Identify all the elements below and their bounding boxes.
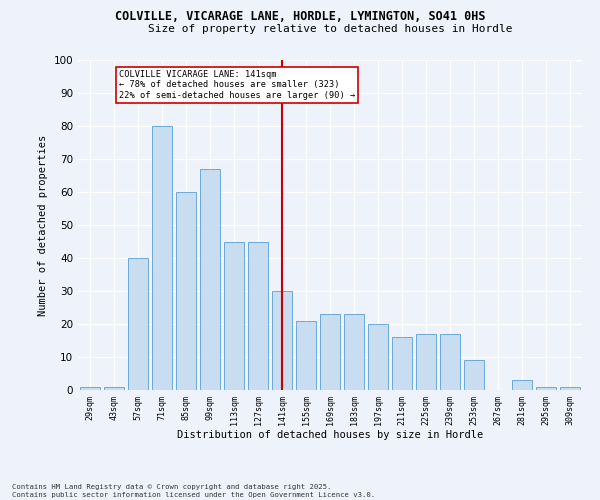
Text: COLVILLE VICARAGE LANE: 141sqm
← 78% of detached houses are smaller (323)
22% of: COLVILLE VICARAGE LANE: 141sqm ← 78% of …	[119, 70, 355, 100]
Bar	[176, 192, 196, 390]
Bar	[128, 258, 148, 390]
Bar	[200, 169, 220, 390]
Bar	[152, 126, 172, 390]
Bar	[344, 314, 364, 390]
Bar	[224, 242, 244, 390]
Y-axis label: Number of detached properties: Number of detached properties	[38, 134, 48, 316]
X-axis label: Distribution of detached houses by size in Hordle: Distribution of detached houses by size …	[177, 430, 483, 440]
Bar	[104, 386, 124, 390]
Bar	[392, 337, 412, 390]
Bar	[272, 291, 292, 390]
Bar	[440, 334, 460, 390]
Bar	[416, 334, 436, 390]
Bar	[536, 386, 556, 390]
Text: Contains HM Land Registry data © Crown copyright and database right 2025.
Contai: Contains HM Land Registry data © Crown c…	[12, 484, 375, 498]
Bar	[464, 360, 484, 390]
Bar	[560, 386, 580, 390]
Bar	[296, 320, 316, 390]
Bar	[80, 386, 100, 390]
Title: Size of property relative to detached houses in Hordle: Size of property relative to detached ho…	[148, 24, 512, 34]
Bar	[368, 324, 388, 390]
Bar	[512, 380, 532, 390]
Text: COLVILLE, VICARAGE LANE, HORDLE, LYMINGTON, SO41 0HS: COLVILLE, VICARAGE LANE, HORDLE, LYMINGT…	[115, 10, 485, 23]
Bar	[320, 314, 340, 390]
Bar	[248, 242, 268, 390]
